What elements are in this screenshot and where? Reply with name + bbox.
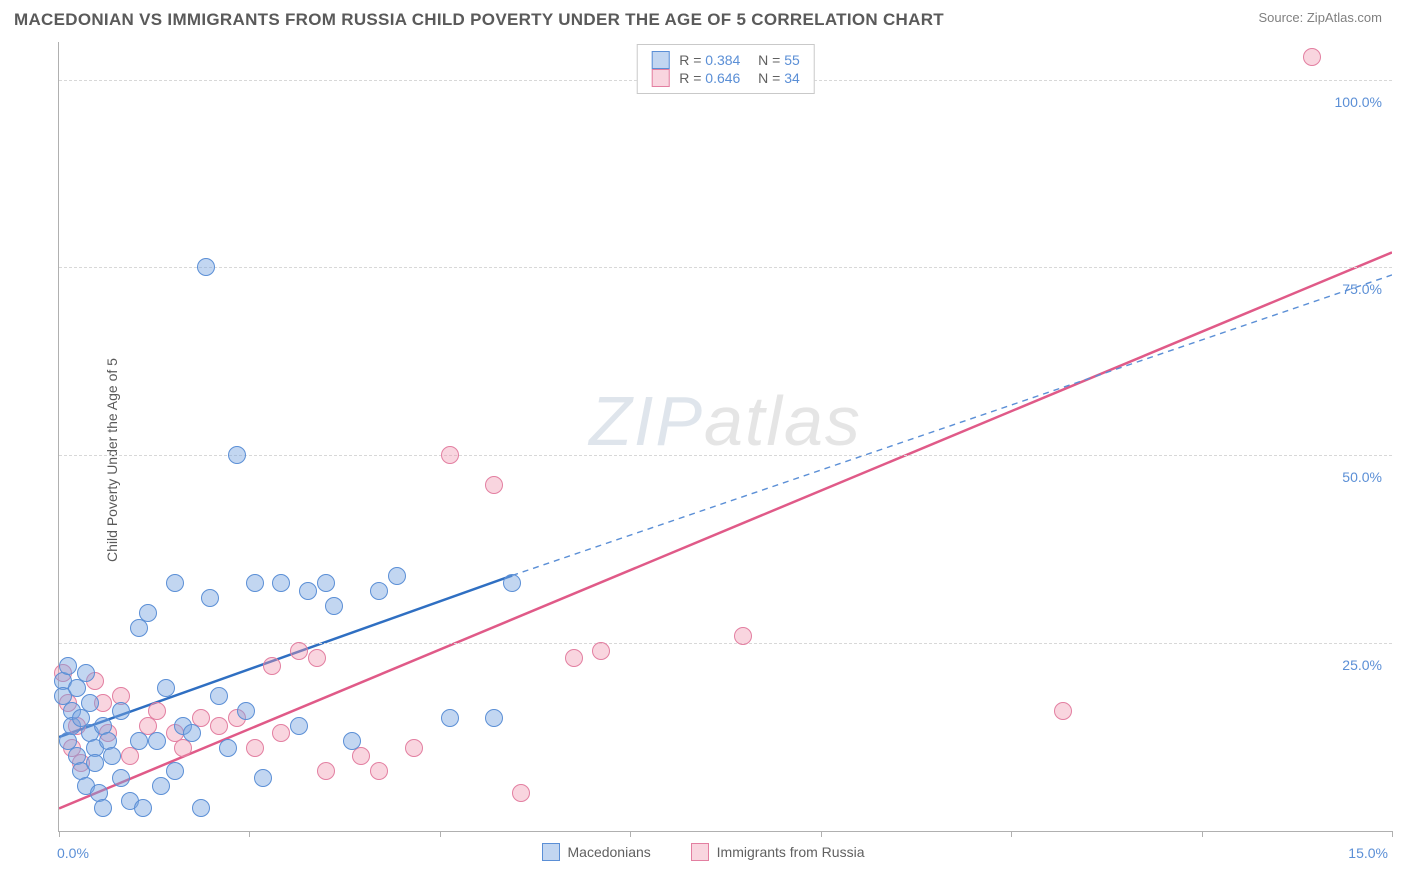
gridline-h: [59, 267, 1392, 268]
legend-label-pink: Immigrants from Russia: [717, 844, 865, 860]
data-point: [405, 739, 423, 757]
data-point: [134, 799, 152, 817]
legend-row-pink: R = 0.646 N = 34: [651, 69, 800, 87]
data-point: [512, 784, 530, 802]
x-tick-mark: [1392, 831, 1393, 837]
y-tick-label: 100.0%: [1335, 94, 1382, 110]
legend-item-blue: Macedonians: [542, 843, 651, 861]
data-point: [290, 717, 308, 735]
data-point: [503, 574, 521, 592]
data-point: [201, 589, 219, 607]
data-point: [210, 687, 228, 705]
legend-label-blue: Macedonians: [568, 844, 651, 860]
data-point: [343, 732, 361, 750]
legend-row-blue: R = 0.384 N = 55: [651, 51, 800, 69]
data-point: [388, 567, 406, 585]
swatch-pink-icon: [691, 843, 709, 861]
data-point: [1303, 48, 1321, 66]
data-point: [485, 709, 503, 727]
data-point: [246, 574, 264, 592]
data-point: [59, 657, 77, 675]
data-point: [219, 739, 237, 757]
data-point: [299, 582, 317, 600]
data-point: [441, 709, 459, 727]
data-point: [192, 799, 210, 817]
data-point: [183, 724, 201, 742]
data-point: [94, 799, 112, 817]
data-point: [148, 732, 166, 750]
data-point: [152, 777, 170, 795]
data-point: [370, 762, 388, 780]
data-point: [317, 762, 335, 780]
trend-lines-layer: [59, 42, 1392, 831]
swatch-blue-icon: [542, 843, 560, 861]
data-point: [228, 446, 246, 464]
data-point: [254, 769, 272, 787]
x-tick-mark: [440, 831, 441, 837]
data-point: [210, 717, 228, 735]
data-point: [441, 446, 459, 464]
data-point: [370, 582, 388, 600]
x-tick-mark: [59, 831, 60, 837]
source-link[interactable]: ZipAtlas.com: [1307, 10, 1382, 25]
gridline-h: [59, 643, 1392, 644]
data-point: [734, 627, 752, 645]
data-point: [272, 724, 290, 742]
x-tick-mark: [249, 831, 250, 837]
x-tick-mark: [821, 831, 822, 837]
data-point: [112, 769, 130, 787]
x-tick-mark: [1202, 831, 1203, 837]
trend-line: [59, 252, 1392, 808]
data-point: [290, 642, 308, 660]
data-point: [103, 747, 121, 765]
data-point: [263, 657, 281, 675]
y-tick-label: 50.0%: [1342, 469, 1382, 485]
series-legend: Macedonians Immigrants from Russia: [14, 843, 1392, 864]
data-point: [317, 574, 335, 592]
data-point: [77, 664, 95, 682]
data-point: [352, 747, 370, 765]
y-tick-label: 25.0%: [1342, 657, 1382, 673]
trend-line: [512, 275, 1392, 576]
legend-item-pink: Immigrants from Russia: [691, 843, 865, 861]
data-point: [565, 649, 583, 667]
data-point: [1054, 702, 1072, 720]
data-point: [197, 258, 215, 276]
data-point: [139, 604, 157, 622]
watermark: ZIPatlas: [589, 381, 862, 461]
data-point: [237, 702, 255, 720]
data-point: [592, 642, 610, 660]
data-point: [157, 679, 175, 697]
swatch-pink: [651, 69, 669, 87]
data-point: [485, 476, 503, 494]
data-point: [148, 702, 166, 720]
data-point: [130, 732, 148, 750]
gridline-h: [59, 455, 1392, 456]
data-point: [325, 597, 343, 615]
data-point: [308, 649, 326, 667]
data-point: [246, 739, 264, 757]
data-point: [86, 754, 104, 772]
data-point: [272, 574, 290, 592]
data-point: [112, 702, 130, 720]
source-prefix: Source:: [1258, 10, 1306, 25]
data-point: [166, 762, 184, 780]
source-attribution: Source: ZipAtlas.com: [1258, 10, 1382, 25]
chart-title: MACEDONIAN VS IMMIGRANTS FROM RUSSIA CHI…: [14, 10, 944, 30]
data-point: [166, 574, 184, 592]
correlation-legend: R = 0.384 N = 55 R = 0.646 N = 34: [636, 44, 815, 94]
swatch-blue: [651, 51, 669, 69]
y-tick-label: 75.0%: [1342, 281, 1382, 297]
scatter-plot-area: R = 0.384 N = 55 R = 0.646 N = 34 ZIPatl…: [58, 42, 1392, 832]
x-tick-mark: [1011, 831, 1012, 837]
x-tick-mark: [630, 831, 631, 837]
data-point: [81, 694, 99, 712]
